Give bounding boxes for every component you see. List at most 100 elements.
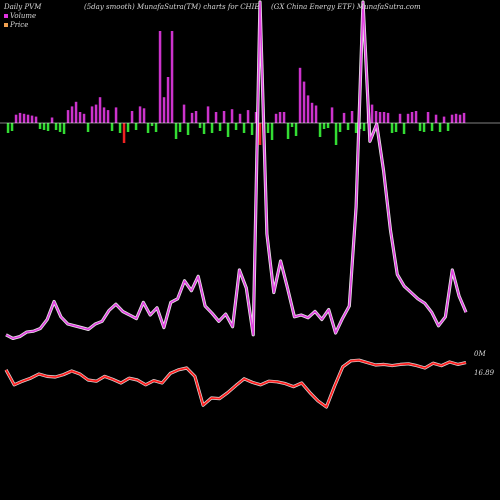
pvm-bar xyxy=(302,81,306,123)
pvm-bar xyxy=(446,123,450,131)
pvm-bar xyxy=(18,112,22,123)
pvm-bar xyxy=(138,106,142,123)
pvm-bar xyxy=(118,123,122,133)
legend-swatch-price xyxy=(4,23,8,27)
pvm-bar xyxy=(22,113,26,123)
pvm-bar xyxy=(198,123,202,128)
pvm-bar xyxy=(90,106,94,123)
pvm-bar xyxy=(298,67,302,123)
pvm-bar xyxy=(270,123,274,140)
pvm-bar xyxy=(222,111,226,123)
pvm-bar xyxy=(418,123,422,131)
volume-line-halo xyxy=(5,0,468,340)
pvm-bar xyxy=(334,123,338,145)
pvm-bar xyxy=(454,113,458,123)
pvm-bar xyxy=(142,108,146,123)
pvm-bar xyxy=(410,112,414,123)
pvm-bar xyxy=(354,123,358,133)
pvm-bar xyxy=(246,110,250,123)
pvm-bar xyxy=(102,107,106,123)
pvm-bar xyxy=(282,112,286,123)
pvm-bar xyxy=(82,113,86,123)
pvm-bar xyxy=(114,107,118,123)
pvm-bar xyxy=(414,111,418,123)
pvm-bar xyxy=(6,123,10,133)
pvm-bar xyxy=(434,114,438,123)
pvm-bar xyxy=(34,116,38,123)
pvm-bar xyxy=(42,123,46,130)
pvm-bar xyxy=(290,123,294,127)
pvm-bar xyxy=(322,123,326,129)
pvm-bar xyxy=(234,123,238,130)
price-end-label: 16.89 xyxy=(474,369,495,377)
pvm-bar xyxy=(206,106,210,123)
pvm-bar xyxy=(170,31,174,123)
pvm-bar xyxy=(74,101,78,123)
pvm-bar xyxy=(50,117,54,123)
pvm-bar xyxy=(266,123,270,133)
pvm-bar xyxy=(150,123,154,126)
pvm-bar xyxy=(218,123,222,131)
pvm-bar xyxy=(406,113,410,123)
pvm-bar xyxy=(398,113,402,123)
pvm-bar xyxy=(438,123,442,132)
pvm-bar xyxy=(306,95,310,123)
legend-label-price: Price xyxy=(10,21,29,29)
pvm-bar xyxy=(54,123,58,130)
pvm-bar xyxy=(310,102,314,123)
pvm-bar xyxy=(274,113,278,123)
pvm-bar xyxy=(370,104,374,123)
pvm-bar xyxy=(226,123,230,137)
pvm-bar xyxy=(250,123,254,135)
legend-item-price: Price xyxy=(4,21,28,29)
pvm-bar xyxy=(10,123,14,131)
pvm-bar xyxy=(210,123,214,133)
pvm-bar xyxy=(14,114,18,123)
pvm-bar xyxy=(286,123,290,139)
pvm-bar xyxy=(402,123,406,134)
pvm-bar xyxy=(86,123,90,132)
pvm-bar xyxy=(30,115,34,123)
pvm-bar xyxy=(442,116,446,123)
pvm-bar xyxy=(278,112,282,123)
pvm-bar xyxy=(134,123,138,130)
pvm-bar xyxy=(94,104,98,123)
pvm-bar xyxy=(66,110,70,123)
pvm-bar xyxy=(390,123,394,133)
pvm-bar xyxy=(314,105,318,123)
pvm-bar xyxy=(422,123,426,132)
pvm-bar xyxy=(130,111,134,123)
pvm-bar xyxy=(330,107,334,123)
pvm-bar xyxy=(174,123,178,139)
legend-label-volume: Volume xyxy=(10,12,37,20)
pvm-bar xyxy=(162,97,166,123)
pvm-bar xyxy=(346,123,350,130)
pvm-bar xyxy=(342,112,346,123)
pvm-bar xyxy=(374,111,378,123)
pvm-bar xyxy=(186,123,190,135)
pvm-bar xyxy=(178,123,182,132)
pvm-bar xyxy=(318,123,322,137)
pvm-bar xyxy=(110,123,114,131)
pvm-bar xyxy=(238,113,242,123)
pvm-bar xyxy=(194,111,198,123)
pvm-bar xyxy=(38,123,42,129)
pvm-bar xyxy=(382,112,386,123)
price-line-halo xyxy=(4,358,467,409)
pvm-bar xyxy=(158,31,162,123)
price-line xyxy=(5,359,467,408)
pvm-bar xyxy=(154,123,158,132)
pvm-bar xyxy=(26,114,30,123)
pvm-bar xyxy=(166,77,170,123)
pvm-bar xyxy=(70,106,74,123)
pvm-bar xyxy=(430,123,434,131)
pvm-bar xyxy=(98,97,102,123)
chart-header-left: Daily PVM xyxy=(4,3,42,11)
legend-item-volume: Volume xyxy=(4,12,36,20)
pvm-bar xyxy=(294,123,298,136)
pvm-bar xyxy=(462,112,466,123)
pvm-bar xyxy=(214,112,218,123)
pvm-bar xyxy=(46,123,50,131)
